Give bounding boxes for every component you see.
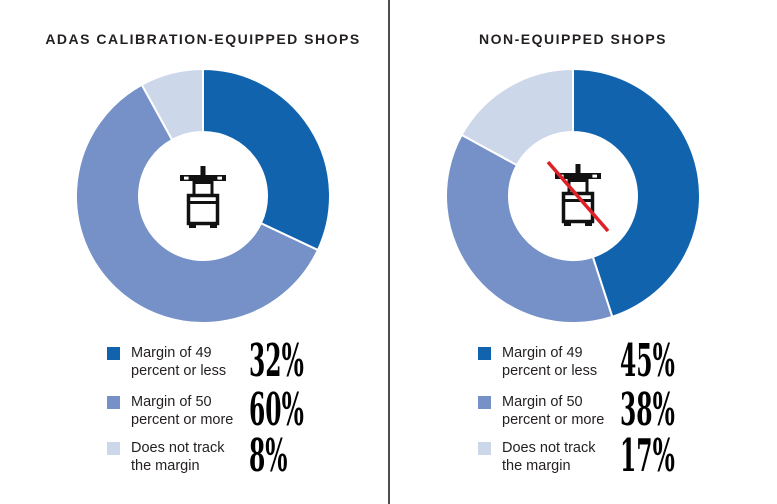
- donut-segment: [202, 67, 331, 252]
- legend-value: 17%: [620, 429, 675, 482]
- legend-swatch: [478, 347, 491, 360]
- legend-label: Margin of 49 percent or less: [131, 345, 227, 379]
- vertical-divider: [388, 0, 390, 504]
- legend-swatch: [107, 442, 120, 455]
- legend-value: 38%: [620, 383, 675, 436]
- legend-label: Does not track the margin: [502, 440, 596, 474]
- legend-label: Margin of 50 percent or more: [502, 394, 605, 428]
- legend-value: 60%: [249, 383, 304, 436]
- chart-title-equipped: ADAS CALIBRATION-EQUIPPED SHOPS: [45, 31, 361, 47]
- chart-title-non-equipped: NON-EQUIPPED SHOPS: [478, 31, 668, 47]
- red-slash: [546, 160, 610, 233]
- donut-chart-equipped: [75, 67, 331, 324]
- legend-value: 45%: [620, 334, 675, 387]
- adas-calibration-rig-crossed-out-icon: [545, 158, 611, 239]
- legend-item: Margin of 50 percent or more 38%: [478, 387, 713, 435]
- donut-segment: [460, 67, 574, 167]
- legend-item: Does not track the margin 8%: [107, 433, 342, 481]
- legend-item: Margin of 50 percent or more 60%: [107, 387, 342, 435]
- legend-label: Does not track the margin: [131, 440, 225, 474]
- legend-item: Margin of 49 percent or less 45%: [478, 338, 713, 386]
- donut-segment: [445, 133, 614, 324]
- legend-item: Margin of 49 percent or less 32%: [107, 338, 342, 386]
- legend-item: Does not track the margin 17%: [478, 433, 713, 481]
- legend-swatch: [478, 396, 491, 409]
- legend-swatch: [478, 442, 491, 455]
- legend-swatch: [107, 396, 120, 409]
- donut-segment: [140, 67, 204, 142]
- donut-segment: [572, 67, 701, 319]
- donut-chart-non-equipped: [445, 67, 701, 324]
- adas-calibration-rig-icon: [180, 166, 226, 235]
- legend-value: 32%: [249, 334, 304, 387]
- legend-label: Margin of 49 percent or less: [502, 345, 598, 379]
- donut-segment: [75, 83, 320, 324]
- legend-swatch: [107, 347, 120, 360]
- legend-label: Margin of 50 percent or more: [131, 394, 234, 428]
- legend-value: 8%: [249, 429, 288, 482]
